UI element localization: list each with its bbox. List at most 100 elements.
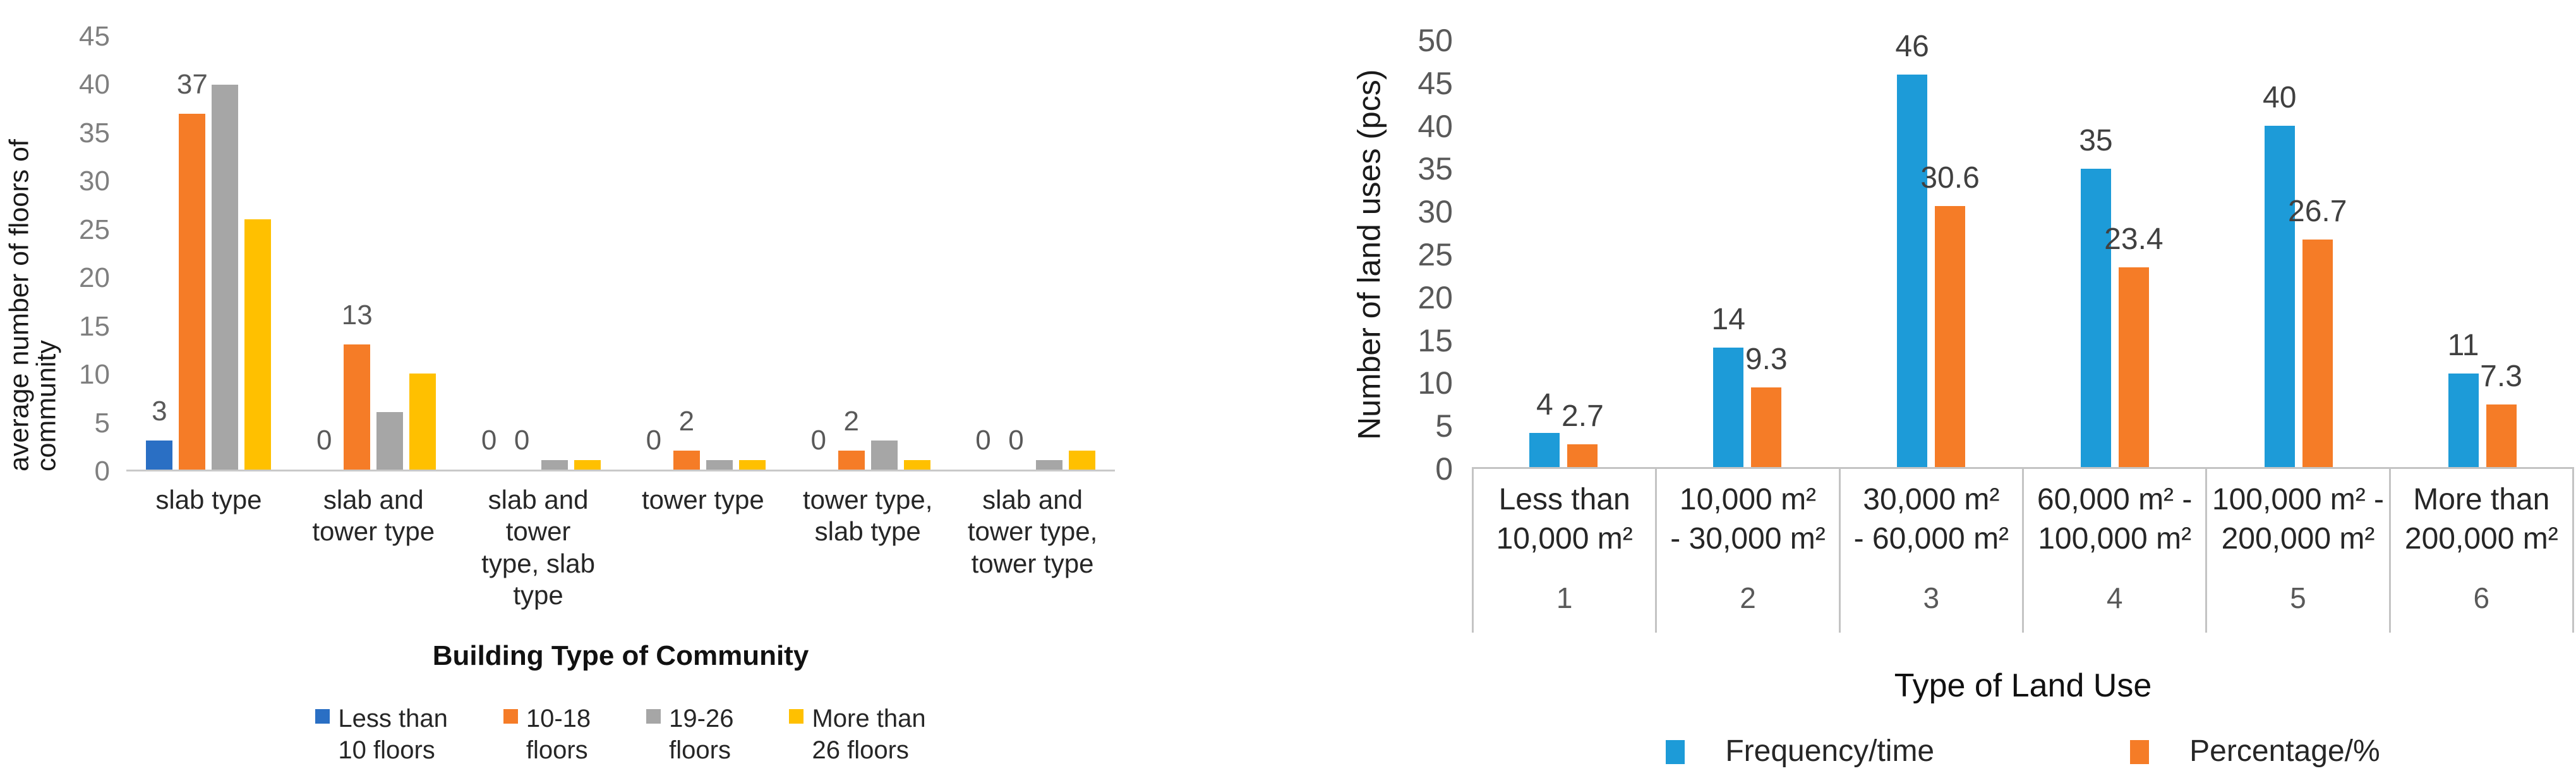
bar (2264, 126, 2295, 467)
bar-slot: 4 (1529, 40, 1560, 467)
bar-value-label: 13 (341, 300, 373, 331)
bar-slot: 46 (1895, 32, 1929, 467)
bar-group: 4 2.7 (1472, 40, 1656, 467)
bar-value-label: 2.7 (1562, 399, 1604, 433)
legend-swatch (315, 708, 330, 724)
bar-slot: 13 (341, 37, 373, 470)
bar-slot (574, 37, 601, 470)
x-category: tower type, slab type (785, 471, 950, 612)
x-category-label: tower type, slab type (803, 485, 933, 547)
bar-value-label: 0 (481, 425, 497, 456)
x-category: slab and tower type, tower type (950, 471, 1115, 612)
y-axis-title: average number of floors of community (4, 139, 62, 471)
bar-slot: 9.3 (1745, 40, 1788, 467)
x-category-label: 30,000 m² - 60,000 m² (1853, 483, 2009, 556)
land-uses-by-area-chart: Number of land uses (pcs) 50 45 40 35 30 25 20… (1342, 0, 2574, 769)
legend-item: More than 26 floors (789, 703, 926, 766)
bar (376, 411, 404, 470)
bar-value-label: 40 (2263, 81, 2297, 114)
legend-swatch (646, 708, 661, 724)
x-axis-title: Type of Land Use (1894, 667, 2152, 704)
bar (1713, 348, 1744, 467)
x-axis-categories: slab type slab and tower type slab and tow… (126, 471, 1115, 612)
bar-value-label: 0 (1008, 425, 1024, 456)
x-category: slab and tower type (291, 471, 456, 612)
bar (2118, 267, 2149, 467)
bar-slot (409, 37, 436, 470)
x-category: slab and tower type, slab type (456, 471, 621, 612)
bar-slot (1068, 37, 1095, 470)
bar (146, 441, 173, 470)
x-category-label: slab and tower type, tower type (967, 485, 1098, 578)
bar-group: 35 23.4 (2023, 40, 2206, 467)
bar-slot (870, 37, 898, 470)
legend-label: More than 26 floors (812, 704, 926, 764)
legend-swatch (1666, 739, 1685, 764)
bar-slot (903, 37, 930, 470)
bar-slot: 2 (838, 37, 865, 470)
chart-legend: Less than 10 floors 10-18 floors 19-26 flo… (126, 703, 1115, 766)
legend-label: Less than 10 floors (338, 704, 448, 764)
bar-slot: 37 (176, 37, 208, 470)
x-category: slab type (126, 471, 291, 612)
bar-value-label: 11 (2447, 328, 2479, 362)
bar (738, 459, 766, 470)
x-axis-title: Building Type of Community (432, 640, 809, 671)
bar-value-label: 46 (1895, 30, 1929, 63)
bar-slot (376, 37, 404, 470)
legend-label: 19-26 floors (669, 704, 734, 764)
bar-value-label: 9.3 (1745, 343, 1788, 377)
bar (870, 441, 898, 470)
bar (706, 459, 733, 470)
bar-slot (244, 37, 272, 470)
legend-swatch (503, 708, 518, 724)
bar (2448, 373, 2479, 467)
x-category-label: 10,000 m² - 30,000 m² (1670, 483, 1826, 556)
x-category-label: slab and tower type, slab type (481, 485, 595, 611)
x-category-label: tower type (642, 485, 764, 514)
x-category-number: 2 (1740, 581, 1756, 614)
bar (2080, 168, 2111, 467)
bar-value-label: 35 (2079, 123, 2113, 157)
legend-item: 19-26 floors (646, 703, 733, 766)
bar-value-label: 0 (810, 425, 826, 456)
x-axis-categories: Less than 10,000 m² 1 10,000 m² - 30,000 m… (1472, 469, 2574, 633)
bar-group: 40 26.7 (2206, 40, 2390, 467)
x-category-number: 6 (2473, 581, 2490, 614)
bar (1567, 444, 1598, 467)
plot-area: 3 37 0 13 0 0 0 2 0 2 0 0 (126, 37, 1115, 471)
x-category: 30,000 m² - 60,000 m² 3 (1841, 469, 2024, 633)
bar-value-label: 37 (176, 68, 208, 100)
legend-swatch (2130, 739, 2150, 764)
bar-slot: 0 (805, 37, 832, 470)
bar (244, 219, 272, 470)
bar-value-label: 4 (1536, 388, 1553, 422)
bar (1035, 459, 1062, 470)
x-category-number: 1 (1556, 581, 1573, 614)
bar-slot: 2.7 (1562, 40, 1604, 467)
bar-slot: 7.3 (2480, 40, 2522, 467)
x-category: Less than 10,000 m² 1 (1474, 469, 1658, 633)
bar-group: 3 37 (126, 37, 291, 470)
y-axis-title: Number of land uses (pcs) (1351, 69, 1387, 441)
bar-slot: 0 (476, 37, 502, 470)
legend-label: Frequency/time (1725, 734, 1935, 768)
bar-slot (1035, 37, 1062, 470)
bar-value-label: 30.6 (1920, 161, 1980, 195)
floors-by-building-type-chart: average number of floors of community 45… (4, 0, 1115, 766)
bar-slot: 0 (1003, 37, 1030, 470)
bar-value-label: 3 (152, 396, 167, 427)
legend-swatch (789, 708, 804, 724)
legend-label: 10-18 floors (526, 704, 591, 764)
legend-label: Percentage/% (2189, 734, 2380, 768)
legend-item: Percentage/% (2130, 734, 2380, 769)
plot-area: 4 2.7 14 9.3 46 30.6 35 23.4 40 26.7 11 7.3 (1472, 32, 2574, 469)
bar (2302, 239, 2333, 467)
bar-value-label: 2 (678, 405, 695, 437)
bar-value-label: 23.4 (2104, 222, 2164, 257)
bar-slot: 40 (2263, 40, 2297, 467)
